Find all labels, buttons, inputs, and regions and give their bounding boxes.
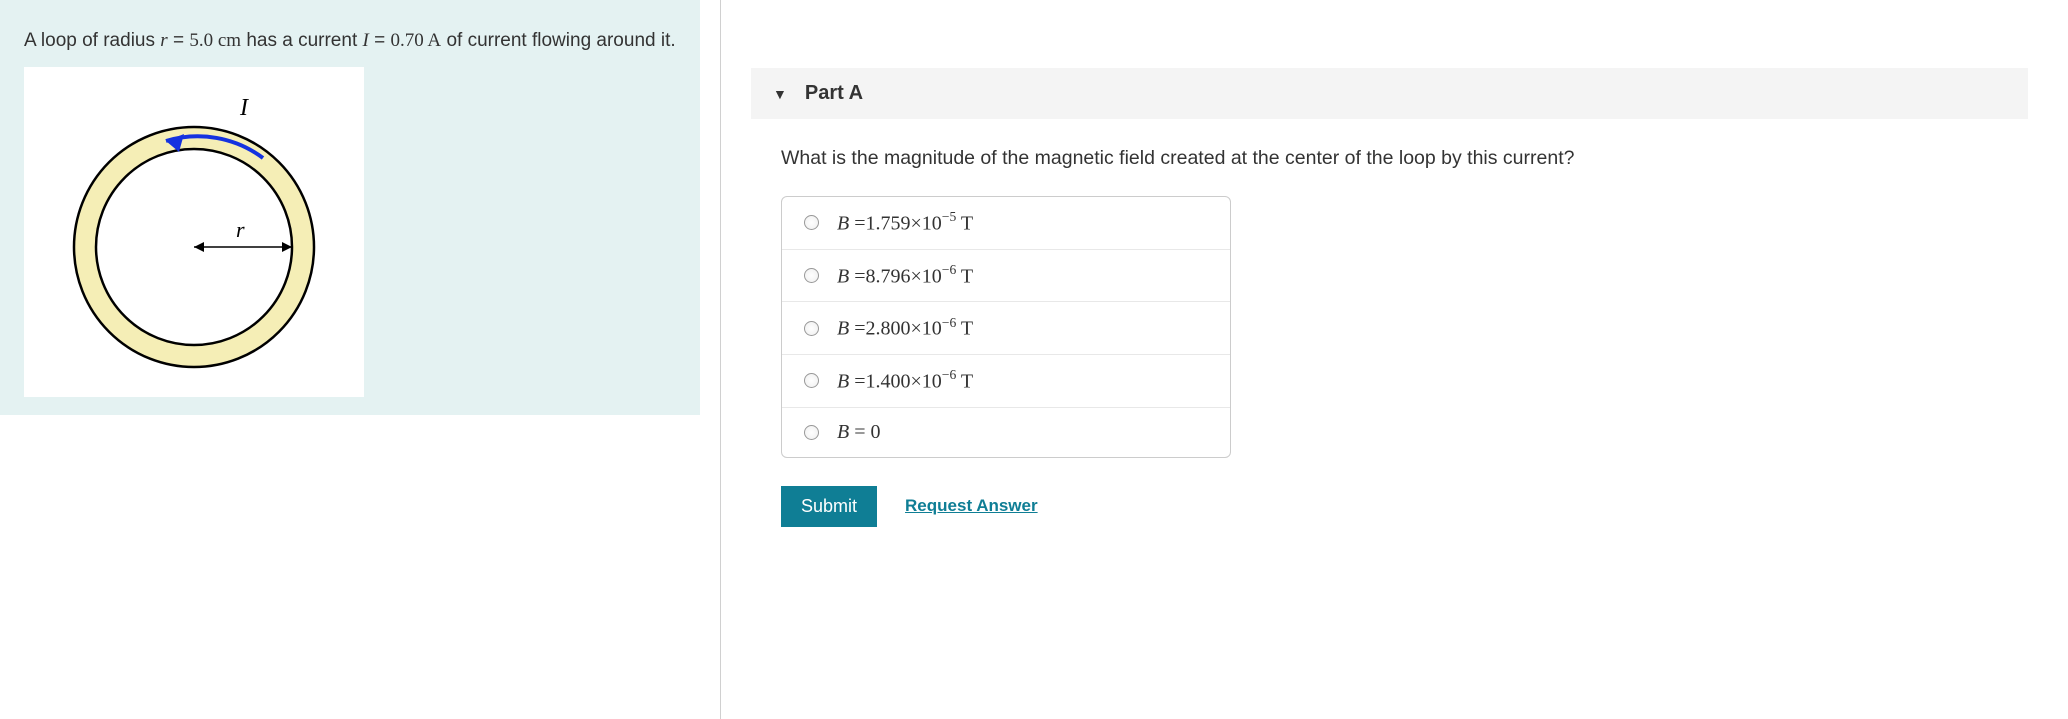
val-r: 5.0 <box>189 30 213 51</box>
part-title: Part A <box>805 82 863 105</box>
label-I: I <box>239 95 249 121</box>
radio-icon[interactable] <box>804 425 819 440</box>
part-a-header[interactable]: ▼ Part A <box>751 68 2028 119</box>
val-I: 0.70 <box>390 30 423 51</box>
text: has a current <box>241 30 362 51</box>
text: = <box>168 30 190 51</box>
unit-I: A <box>424 30 441 51</box>
label-r: r <box>236 217 245 242</box>
figure-loop: r I <box>24 67 364 397</box>
option-4[interactable]: B =1.400×10−6 T <box>782 355 1230 408</box>
option-label: B =1.400×10−6 T <box>837 368 973 394</box>
problem-text: A loop of radius r = 5.0 cm has a curren… <box>24 28 676 55</box>
actions-row: Submit Request Answer <box>781 486 2028 527</box>
question-text: What is the magnitude of the magnetic fi… <box>781 147 2028 170</box>
radio-icon[interactable] <box>804 268 819 283</box>
option-label: B =8.796×10−6 T <box>837 263 973 289</box>
unit-r: cm <box>213 30 241 51</box>
text: A loop of radius <box>24 30 160 51</box>
answer-options: B =1.759×10−5 T B =8.796×10−6 T B =2.800… <box>781 196 1231 458</box>
option-1[interactable]: B =1.759×10−5 T <box>782 197 1230 250</box>
radio-icon[interactable] <box>804 321 819 336</box>
option-label: B =2.800×10−6 T <box>837 315 973 341</box>
radio-icon[interactable] <box>804 215 819 230</box>
loop-diagram: r I <box>44 82 344 382</box>
left-panel: A loop of radius r = 5.0 cm has a curren… <box>0 0 700 719</box>
request-answer-link[interactable]: Request Answer <box>905 496 1038 516</box>
option-5[interactable]: B = 0 <box>782 408 1230 457</box>
option-3[interactable]: B =2.800×10−6 T <box>782 302 1230 355</box>
text: = <box>369 30 391 51</box>
problem-statement: A loop of radius r = 5.0 cm has a curren… <box>0 0 700 415</box>
radio-icon[interactable] <box>804 373 819 388</box>
option-label: B =1.759×10−5 T <box>837 210 973 236</box>
option-label: B = 0 <box>837 421 881 444</box>
chevron-down-icon: ▼ <box>773 86 787 102</box>
vertical-divider <box>720 0 721 719</box>
option-2[interactable]: B =8.796×10−6 T <box>782 250 1230 303</box>
right-panel: ▼ Part A What is the magnitude of the ma… <box>751 0 2068 719</box>
text: of current flowing around it. <box>441 30 675 51</box>
submit-button[interactable]: Submit <box>781 486 877 527</box>
var-r: r <box>160 30 167 51</box>
